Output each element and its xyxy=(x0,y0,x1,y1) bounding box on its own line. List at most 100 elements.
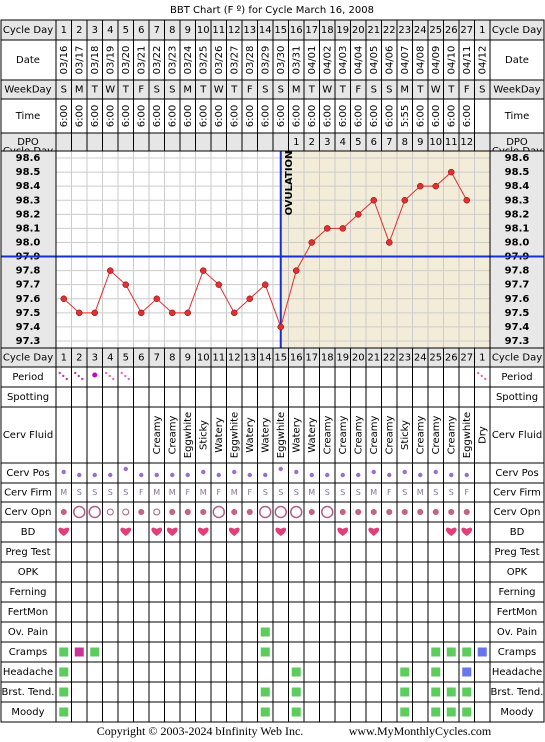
y-tick-label: 97.3 xyxy=(505,336,530,347)
cell-text: 6:00 xyxy=(198,105,209,127)
y-tick-label: 97.6 xyxy=(505,294,530,305)
cerv-pos-mark xyxy=(278,466,283,472)
cerv-pos-mark xyxy=(356,472,361,478)
row-label: Period xyxy=(501,372,532,383)
cell-text: S xyxy=(386,85,392,96)
row-label: Spotting xyxy=(496,392,538,403)
cell-text: 19 xyxy=(336,25,349,36)
temperature-point xyxy=(339,225,346,232)
cerv-opn-mark xyxy=(169,509,176,515)
cell-text: 8 xyxy=(169,353,175,364)
period-mark xyxy=(105,371,108,375)
cerv-pos-mark xyxy=(201,469,206,475)
temperature-point xyxy=(60,295,67,302)
row-label-cell xyxy=(490,562,544,582)
cerv-firm-text: S xyxy=(92,488,97,497)
row-label-cell xyxy=(490,387,544,407)
temperature-point xyxy=(277,323,284,331)
cell-text: W xyxy=(322,85,332,96)
y-tick-label: 98.6 xyxy=(16,153,41,164)
cerv-opn-mark xyxy=(184,509,191,515)
cell-text: 17 xyxy=(305,25,318,36)
row-label: Cycle Day xyxy=(492,25,542,36)
cell-text: 04/12 xyxy=(477,46,488,75)
cerv-opn-mark xyxy=(463,509,470,515)
period-mark xyxy=(484,377,487,381)
cell-text: 1 xyxy=(479,353,485,364)
row-label: Cycle Day xyxy=(492,353,542,364)
cell-text: 1 xyxy=(479,25,485,36)
cell-text: 03/18 xyxy=(90,46,101,75)
cell-text: 6:00 xyxy=(276,105,287,127)
period-mark xyxy=(477,371,480,375)
cerv-opn-mark xyxy=(88,505,101,519)
y-tick-label: 97.7 xyxy=(16,280,41,291)
row-label: Cerv Opn xyxy=(494,507,541,518)
symptom-mark xyxy=(431,707,441,717)
cell-text: T xyxy=(230,85,238,96)
ovulation-label: OVULATION xyxy=(284,151,295,216)
cerv-firm-text: S xyxy=(77,488,82,497)
symptom-mark xyxy=(260,707,270,717)
bd-heart xyxy=(445,527,457,536)
cell-text: T xyxy=(339,85,347,96)
cerv-opn-mark xyxy=(106,508,114,516)
cerv-firm-text: F xyxy=(464,488,469,497)
cell-text: M xyxy=(292,85,301,96)
cell-text: 5 xyxy=(123,25,129,36)
temperature-point xyxy=(448,168,455,176)
cell-text: 04/07 xyxy=(400,46,411,75)
symptom-mark xyxy=(446,707,456,717)
y-tick-label: 97.7 xyxy=(505,280,530,291)
copyright: Copyright © 2003-2024 bInfinity Web Inc. xyxy=(97,724,304,738)
temperature-point xyxy=(215,281,222,288)
cell-text: 04/10 xyxy=(446,46,457,75)
symptom-mark xyxy=(291,667,301,677)
cerv-firm-text: M xyxy=(417,488,424,497)
cell-text: 20 xyxy=(352,353,365,364)
cell-text: 23 xyxy=(398,25,411,36)
cell-text: 6:00 xyxy=(369,105,380,127)
bd-heart xyxy=(58,527,70,536)
cell-text: M xyxy=(183,85,192,96)
cell-text: 3 xyxy=(92,25,98,36)
cerv-pos-mark xyxy=(170,472,175,478)
cerv-pos-mark xyxy=(371,469,376,475)
row-label: Cramps xyxy=(9,647,48,658)
temperature-point xyxy=(76,309,83,317)
cell-text: 6:00 xyxy=(415,105,426,127)
row-label-cell xyxy=(1,662,56,682)
row-label-cell xyxy=(490,407,544,463)
chart-title: BBT Chart (F º) for Cycle March 16, 2008 xyxy=(170,5,374,16)
row-label: Headache xyxy=(3,667,53,678)
cell-text: 7 xyxy=(154,25,160,36)
cell-text: 24 xyxy=(414,353,427,364)
cell-text: 12 xyxy=(460,137,473,148)
cell-text: 04/01 xyxy=(307,46,318,75)
cell-text: 15 xyxy=(274,25,287,36)
row-label: Preg Test xyxy=(494,547,539,558)
cell-text: T xyxy=(416,85,424,96)
cell-text: 6:00 xyxy=(446,105,457,127)
cell-text: 03/17 xyxy=(74,46,85,75)
cell-text: S xyxy=(371,85,377,96)
temperature-point xyxy=(107,267,114,274)
symptom-mark xyxy=(431,687,441,697)
row-label: Cerv Pos xyxy=(6,468,49,479)
row-label: Ferning xyxy=(498,587,535,598)
row-label-cell xyxy=(1,542,56,562)
row-label-cell xyxy=(1,20,56,40)
bd-heart xyxy=(197,527,209,536)
cell-text: Watery xyxy=(260,417,271,453)
row-label: Brst. Tend. xyxy=(2,687,55,698)
cerv-firm-text: M xyxy=(60,488,67,497)
row-label-cell xyxy=(1,642,56,662)
y-tick-label: 98.3 xyxy=(505,195,530,206)
cerv-pos-mark xyxy=(340,472,345,478)
row-label: OPK xyxy=(18,567,39,578)
period-mark xyxy=(127,377,130,381)
cell-text: 21 xyxy=(367,353,380,364)
cerv-opn-mark xyxy=(73,505,86,519)
temperature-point xyxy=(463,197,470,204)
cell-text: W xyxy=(214,85,224,96)
